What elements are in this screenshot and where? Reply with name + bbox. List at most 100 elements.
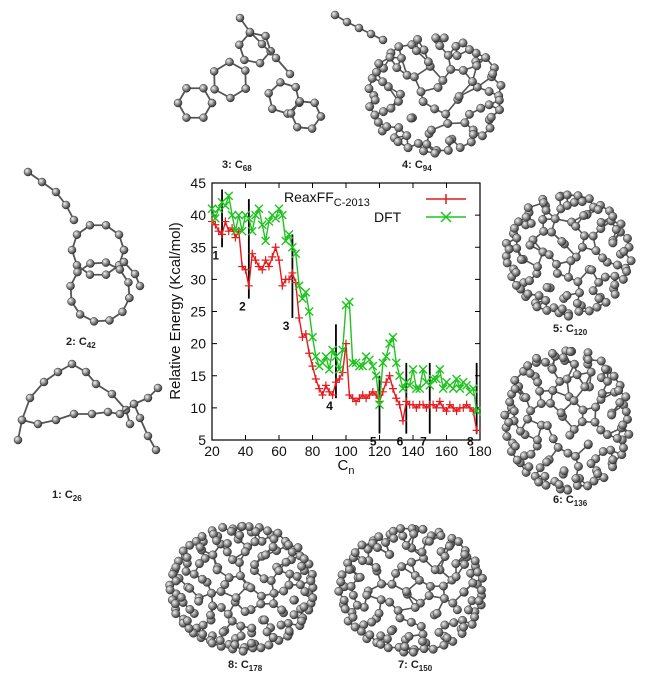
structure-c120-render (501, 190, 636, 321)
data-point-reaxff (271, 243, 280, 252)
data-point-reaxff (278, 281, 287, 290)
structure-label-c178: 8: C178 (228, 659, 263, 673)
data-point-reaxff (285, 275, 294, 284)
y-tick-label: 25 (190, 304, 206, 320)
data-point-dft (428, 374, 438, 384)
data-point-dft (438, 384, 448, 394)
data-point-dft (435, 364, 445, 374)
x-tick-label: 60 (271, 443, 287, 459)
data-point-reaxff (395, 400, 404, 409)
data-point-reaxff (211, 220, 220, 229)
data-point-dft (472, 406, 482, 416)
y-tick-label: 45 (190, 175, 206, 191)
data-point-reaxff (221, 217, 230, 226)
data-point-dft (254, 204, 264, 214)
data-point-dft (388, 332, 398, 342)
structure-label-c68: 3: C68 (222, 159, 252, 173)
data-point-dft (277, 210, 287, 220)
data-point-dft (308, 332, 317, 342)
data-point-dft (375, 400, 384, 410)
structure-c68-render (173, 13, 326, 133)
chart: 20 40 60 80 100 120 140 160 180 5101520253035404… (167, 175, 492, 477)
data-point-dft (448, 384, 458, 394)
data-point-dft (224, 191, 234, 201)
data-point-reaxff (321, 381, 330, 390)
structure-marker-label: 4 (326, 399, 333, 413)
x-tick-label: 120 (368, 443, 392, 459)
data-point-reaxff (275, 256, 283, 265)
data-point-dft (452, 374, 462, 384)
data-point-dft (210, 213, 220, 223)
data-point-dft (418, 364, 428, 374)
structure-label-c136: 6: C136 (553, 494, 588, 508)
data-point-reaxff (231, 233, 240, 242)
data-point-dft (214, 204, 224, 214)
series-layer (207, 191, 482, 435)
data-point-reaxff (432, 403, 441, 412)
structure-c136-render (500, 346, 634, 495)
structure-marker-label: 6 (397, 435, 404, 449)
y-tick-label: 15 (190, 368, 206, 384)
y-tick-label: 20 (190, 336, 206, 352)
data-point-reaxff (315, 384, 324, 393)
structure-marker-label: 1 (212, 248, 219, 262)
data-point-dft (304, 307, 314, 316)
data-point-reaxff (308, 362, 317, 371)
data-point-reaxff (311, 374, 320, 383)
x-tick-label: 160 (435, 443, 459, 459)
data-point-reaxff (382, 378, 391, 387)
data-point-dft (287, 242, 297, 252)
data-point-dft (398, 384, 408, 394)
data-point-reaxff (388, 384, 397, 393)
x-tick-label: 140 (401, 443, 425, 459)
y-tick-label: 10 (190, 400, 206, 416)
data-point-dft (348, 358, 358, 368)
data-point-dft (220, 200, 230, 210)
data-point-reaxff (398, 416, 407, 425)
data-point-dft (391, 358, 401, 368)
structure-label-c94: 4: C94 (402, 159, 432, 173)
data-point-dft (244, 213, 254, 223)
data-point-reaxff (258, 265, 267, 274)
data-point-reaxff (288, 268, 297, 277)
data-point-dft (227, 210, 237, 220)
data-point-dft (455, 384, 465, 394)
data-point-dft (271, 213, 281, 223)
structure-marker-label: 5 (370, 435, 377, 449)
x-tick-label: 80 (305, 443, 321, 459)
data-point-reaxff (248, 249, 257, 258)
structure-c178-render (165, 521, 318, 656)
data-point-dft (334, 364, 344, 374)
legend-label-reaxff: ReaxFFC-2013 (284, 189, 370, 209)
data-point-reaxff (442, 407, 451, 416)
data-point-dft (247, 226, 257, 236)
data-point-dft (264, 217, 274, 227)
data-point-dft (284, 229, 294, 239)
data-point-reaxff (268, 252, 277, 261)
structure-label-c26: 1: C26 (52, 489, 82, 503)
y-tick-label: 5 (198, 432, 206, 448)
data-point-dft (385, 339, 395, 349)
structure-marker-label: 8 (467, 435, 474, 449)
legend-label-dft: DFT (374, 209, 402, 225)
data-point-dft (291, 249, 301, 259)
data-point-dft (378, 358, 388, 368)
structure-label-c42: 2: C42 (66, 336, 96, 350)
data-point-reaxff (472, 426, 481, 435)
y-tick-label: 30 (190, 271, 206, 287)
data-point-reaxff (241, 265, 250, 274)
data-point-reaxff (392, 394, 401, 403)
data-point-reaxff (328, 391, 337, 400)
data-point-reaxff (244, 281, 253, 290)
structure-marker-label: 2 (239, 300, 246, 314)
structure-c150-render (334, 524, 487, 657)
data-point-dft (338, 345, 348, 355)
data-point-dft (411, 384, 421, 394)
structure-label-c120: 5: C120 (553, 323, 588, 337)
data-point-dft (344, 297, 354, 307)
data-point-dft (301, 287, 311, 297)
data-point-dft (230, 226, 240, 236)
data-point-dft (237, 226, 247, 236)
data-point-reaxff (385, 371, 394, 380)
